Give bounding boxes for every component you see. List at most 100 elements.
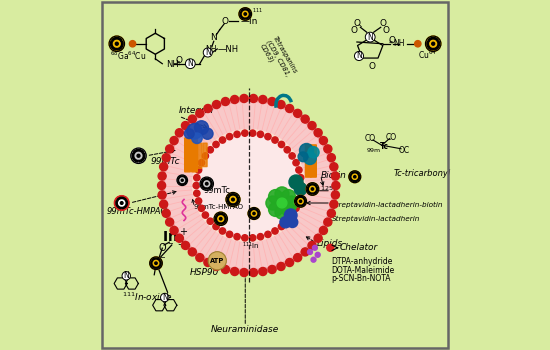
Circle shape bbox=[272, 228, 278, 234]
Circle shape bbox=[160, 200, 168, 208]
Wedge shape bbox=[113, 42, 117, 47]
Circle shape bbox=[199, 160, 205, 166]
Circle shape bbox=[278, 223, 285, 230]
Circle shape bbox=[301, 115, 309, 123]
Wedge shape bbox=[180, 179, 182, 183]
Wedge shape bbox=[114, 40, 119, 44]
Circle shape bbox=[207, 147, 213, 153]
Circle shape bbox=[116, 42, 118, 45]
Circle shape bbox=[196, 133, 301, 238]
Wedge shape bbox=[245, 12, 250, 19]
Wedge shape bbox=[355, 176, 358, 179]
Circle shape bbox=[204, 48, 212, 57]
Circle shape bbox=[196, 254, 204, 262]
Circle shape bbox=[324, 145, 332, 153]
Text: Streptavidin-lactadherin-biotin: Streptavidin-lactadherin-biotin bbox=[332, 202, 443, 208]
Circle shape bbox=[137, 154, 140, 157]
Circle shape bbox=[193, 182, 200, 189]
Text: O: O bbox=[354, 19, 360, 28]
Text: N: N bbox=[205, 48, 211, 57]
Wedge shape bbox=[180, 178, 184, 180]
Circle shape bbox=[268, 265, 276, 273]
Wedge shape bbox=[152, 258, 160, 263]
Circle shape bbox=[296, 167, 302, 173]
Text: $^{111}$In-oxine: $^{111}$In-oxine bbox=[122, 290, 172, 303]
Circle shape bbox=[284, 218, 290, 224]
Wedge shape bbox=[245, 13, 248, 17]
Circle shape bbox=[248, 208, 260, 219]
Circle shape bbox=[157, 181, 166, 190]
Circle shape bbox=[150, 257, 162, 270]
Wedge shape bbox=[218, 217, 221, 222]
Text: O: O bbox=[388, 36, 395, 45]
Circle shape bbox=[200, 177, 213, 190]
Wedge shape bbox=[243, 11, 248, 14]
Circle shape bbox=[277, 100, 285, 108]
Circle shape bbox=[240, 268, 248, 276]
Wedge shape bbox=[133, 149, 144, 156]
Circle shape bbox=[241, 130, 248, 136]
Wedge shape bbox=[111, 41, 117, 50]
Circle shape bbox=[257, 233, 263, 240]
Text: p-SCN-Bn-NOTA: p-SCN-Bn-NOTA bbox=[332, 274, 391, 284]
Circle shape bbox=[365, 32, 375, 42]
Circle shape bbox=[284, 196, 298, 210]
Circle shape bbox=[293, 160, 299, 166]
Wedge shape bbox=[249, 211, 254, 218]
Wedge shape bbox=[227, 197, 233, 205]
Wedge shape bbox=[300, 200, 303, 204]
Circle shape bbox=[268, 190, 283, 204]
Circle shape bbox=[194, 175, 200, 181]
Circle shape bbox=[250, 235, 256, 241]
Wedge shape bbox=[296, 196, 305, 201]
Wedge shape bbox=[178, 178, 182, 184]
Text: Integrin: Integrin bbox=[179, 106, 214, 115]
Circle shape bbox=[170, 136, 178, 145]
Circle shape bbox=[300, 144, 313, 158]
Wedge shape bbox=[308, 184, 317, 189]
Circle shape bbox=[187, 124, 202, 139]
Circle shape bbox=[294, 183, 307, 195]
Wedge shape bbox=[310, 188, 312, 192]
Circle shape bbox=[306, 183, 319, 195]
Circle shape bbox=[426, 36, 441, 51]
Text: $^{125}$I: $^{125}$I bbox=[320, 184, 336, 197]
Circle shape bbox=[182, 121, 190, 130]
Text: $^{111}$In: $^{111}$In bbox=[242, 241, 259, 252]
Text: 99mTc-HMPAO: 99mTc-HMPAO bbox=[194, 204, 244, 210]
Circle shape bbox=[327, 209, 336, 217]
Circle shape bbox=[295, 195, 306, 207]
Circle shape bbox=[250, 130, 256, 136]
Text: 99mTc: 99mTc bbox=[204, 186, 230, 195]
Circle shape bbox=[301, 248, 309, 256]
Wedge shape bbox=[241, 9, 250, 14]
Circle shape bbox=[293, 205, 299, 211]
Circle shape bbox=[259, 267, 267, 275]
Circle shape bbox=[253, 212, 255, 215]
Circle shape bbox=[155, 262, 157, 264]
Circle shape bbox=[177, 175, 188, 186]
Wedge shape bbox=[298, 200, 300, 204]
Circle shape bbox=[275, 205, 289, 219]
Wedge shape bbox=[207, 182, 210, 187]
Text: $^{111}$: $^{111}$ bbox=[252, 7, 263, 13]
Circle shape bbox=[324, 218, 332, 226]
FancyBboxPatch shape bbox=[311, 145, 316, 177]
Circle shape bbox=[182, 241, 190, 250]
Circle shape bbox=[280, 217, 291, 228]
Circle shape bbox=[298, 182, 304, 189]
Text: Chelator: Chelator bbox=[339, 243, 378, 252]
Circle shape bbox=[115, 196, 129, 210]
Circle shape bbox=[226, 193, 240, 206]
Wedge shape bbox=[153, 262, 156, 266]
Circle shape bbox=[204, 105, 212, 113]
Wedge shape bbox=[352, 176, 355, 179]
Circle shape bbox=[202, 128, 213, 139]
Circle shape bbox=[162, 154, 170, 162]
Circle shape bbox=[170, 226, 178, 235]
Wedge shape bbox=[240, 12, 245, 19]
Circle shape bbox=[240, 94, 248, 103]
Circle shape bbox=[227, 133, 233, 140]
Text: 99mTc: 99mTc bbox=[151, 156, 180, 166]
Circle shape bbox=[175, 129, 183, 137]
